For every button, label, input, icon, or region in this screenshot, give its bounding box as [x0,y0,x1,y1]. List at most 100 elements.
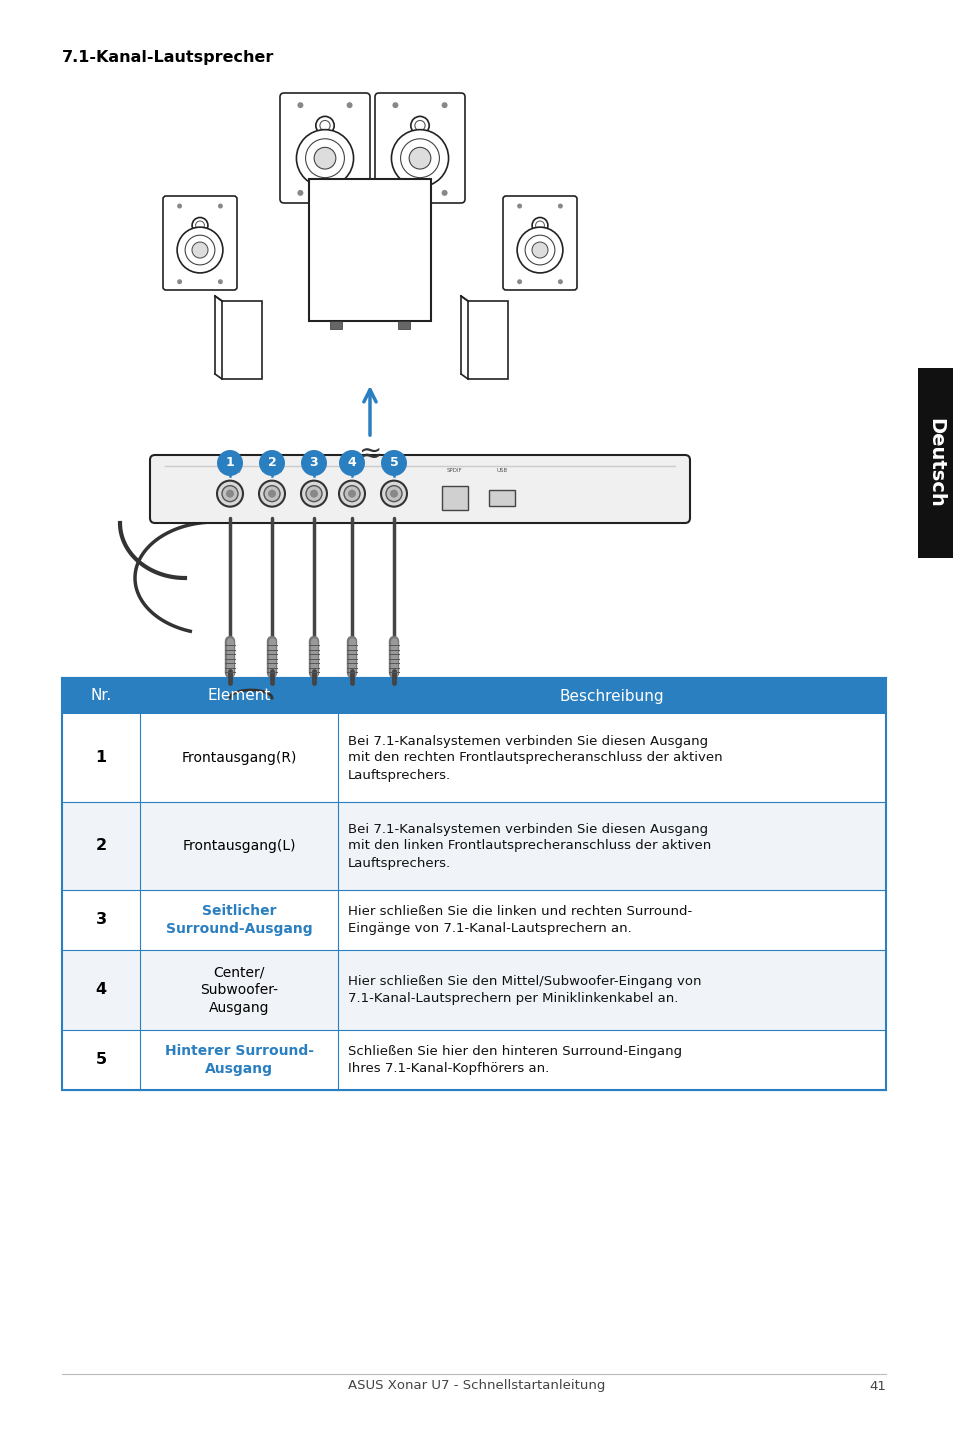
Circle shape [177,204,182,209]
Circle shape [258,450,285,476]
Text: Hier schließen Sie den Mittel/Subwoofer-Eingang von
7.1-Kanal-Lautsprechern per : Hier schließen Sie den Mittel/Subwoofer-… [348,975,700,1005]
Text: 1: 1 [226,456,234,469]
Circle shape [558,279,562,285]
Text: Bei 7.1-Kanalsystemen verbinden Sie diesen Ausgang
mit den rechten Frontlautspre: Bei 7.1-Kanalsystemen verbinden Sie dies… [348,735,722,781]
Polygon shape [222,301,262,380]
Circle shape [226,490,233,498]
Circle shape [177,227,223,273]
Bar [62,715,885,802]
Circle shape [268,490,275,498]
Circle shape [380,450,407,476]
Text: SPDIF: SPDIF [447,467,462,473]
Text: Center/
Subwoofer-
Ausgang: Center/ Subwoofer- Ausgang [200,965,278,1015]
Circle shape [314,147,335,170]
FancyBboxPatch shape [150,454,689,523]
Circle shape [409,147,431,170]
Circle shape [216,450,243,476]
Text: Element: Element [207,689,271,703]
Text: Hier schließen Sie die linken und rechten Surround-
Eingänge von 7.1-Kanal-Lauts: Hier schließen Sie die linken und rechte… [348,905,692,935]
FancyBboxPatch shape [280,93,370,203]
Circle shape [185,236,214,265]
Circle shape [535,221,544,230]
Circle shape [517,227,562,273]
Circle shape [264,486,280,502]
Bar [441,486,468,510]
Circle shape [400,139,439,178]
Bar [309,178,431,321]
Circle shape [306,486,322,502]
Text: ASUS Xonar U7 - Schnellstartanleitung: ASUS Xonar U7 - Schnellstartanleitung [348,1379,605,1392]
Circle shape [392,190,398,196]
Text: 7.1-Kanal-Lautsprecher: 7.1-Kanal-Lautsprecher [62,50,274,65]
FancyBboxPatch shape [163,196,236,290]
Bar [62,951,885,1030]
Text: Nr.: Nr. [91,689,112,703]
Text: 41: 41 [868,1379,885,1392]
Text: Frontausgang(L): Frontausgang(L) [182,838,295,853]
Bar [62,890,885,951]
Circle shape [192,242,208,257]
Bar [917,368,953,558]
Text: Front(R): Front(R) [219,467,241,473]
Circle shape [297,190,303,196]
Circle shape [305,139,344,178]
Text: Deutsch: Deutsch [925,418,944,508]
Bar [62,677,885,715]
Circle shape [386,486,401,502]
Bar [330,321,341,329]
Circle shape [532,242,547,257]
Text: USB: USB [496,467,507,473]
Circle shape [391,129,448,187]
Circle shape [380,480,407,506]
Circle shape [297,102,303,108]
Circle shape [338,450,365,476]
Text: 2: 2 [268,456,276,469]
Circle shape [392,102,398,108]
Text: 1: 1 [95,751,107,765]
Circle shape [315,116,334,135]
Circle shape [441,102,447,108]
Circle shape [217,279,223,285]
Bar [62,677,885,1090]
Text: 3: 3 [95,913,107,928]
Circle shape [411,116,429,135]
Bar [397,321,410,329]
Text: 3: 3 [310,456,318,469]
Text: Seitlicher
Surround-Ausgang: Seitlicher Surround-Ausgang [166,905,313,936]
Circle shape [216,480,243,506]
Text: Rear: Rear [387,467,400,473]
Circle shape [258,480,285,506]
Circle shape [217,204,223,209]
Circle shape [296,129,354,187]
Circle shape [310,490,317,498]
Polygon shape [468,301,507,380]
Circle shape [346,190,353,196]
Text: 2: 2 [95,838,107,854]
Circle shape [301,480,327,506]
Circle shape [517,279,521,285]
Circle shape [344,486,359,502]
Circle shape [222,486,237,502]
Text: Ctr: Ctr [348,467,355,473]
Circle shape [532,217,547,233]
FancyBboxPatch shape [375,93,464,203]
Text: Hinterer Surround-
Ausgang: Hinterer Surround- Ausgang [165,1044,314,1076]
Circle shape [301,450,327,476]
Text: Frontausgang(R): Frontausgang(R) [181,751,296,765]
Bar [489,490,515,506]
Text: Bei 7.1-Kanalsystemen verbinden Sie diesen Ausgang
mit den linken Frontlautsprec: Bei 7.1-Kanalsystemen verbinden Sie dies… [348,823,711,870]
Text: 5: 5 [389,456,398,469]
Bar [62,1030,885,1090]
Circle shape [524,236,555,265]
Circle shape [319,121,330,131]
Text: Beschreibung: Beschreibung [559,689,663,703]
Circle shape [195,221,204,230]
Circle shape [177,279,182,285]
Circle shape [346,102,353,108]
FancyBboxPatch shape [502,196,577,290]
Text: 4: 4 [347,456,356,469]
Circle shape [390,490,397,498]
Circle shape [338,480,365,506]
Text: Schließen Sie hier den hinteren Surround-Eingang
Ihres 7.1-Kanal-Kopfhörers an.: Schließen Sie hier den hinteren Surround… [348,1045,681,1076]
Text: 4: 4 [95,982,107,998]
